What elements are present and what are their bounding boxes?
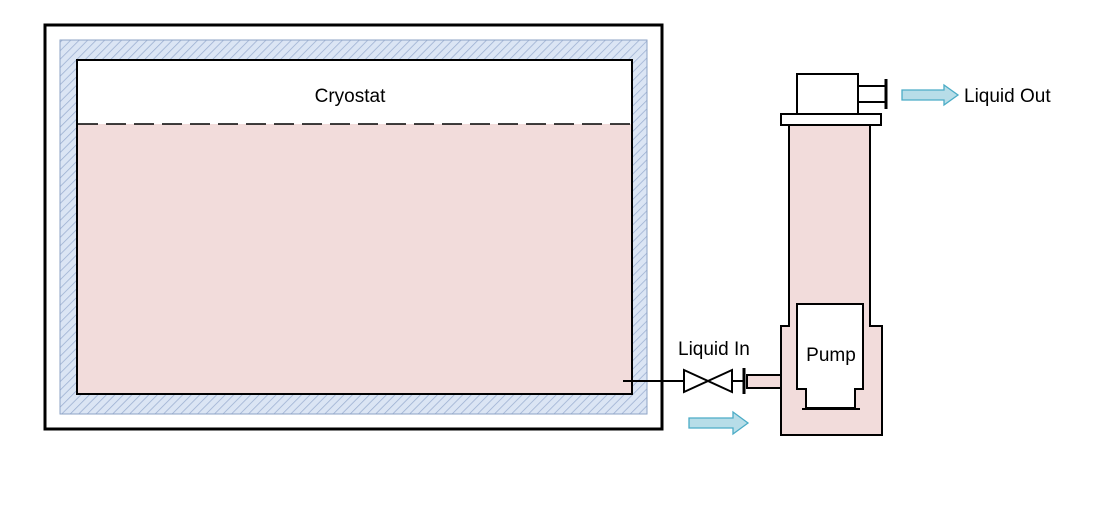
cryostat-label: Cryostat xyxy=(315,86,386,107)
valve-icon xyxy=(683,368,711,394)
liquid-out-label: Liquid Out xyxy=(964,86,1051,107)
outlet-flow: Liquid Out xyxy=(901,83,1051,107)
outlet-head xyxy=(796,73,859,115)
valve-icon-right xyxy=(705,368,733,394)
liquid-in-label: Liquid In xyxy=(678,339,750,360)
pump-top-flange xyxy=(780,113,882,126)
pump-label: Pump xyxy=(806,345,856,366)
pump-column: Pump xyxy=(780,73,888,436)
cryostat-vessel: Cryostat xyxy=(43,23,664,431)
liquid-out-arrow-icon xyxy=(901,83,960,107)
cryostat-liquid xyxy=(78,124,631,393)
liquid-in-arrow-icon xyxy=(688,410,750,436)
inlet-pipe-stub xyxy=(746,374,786,389)
